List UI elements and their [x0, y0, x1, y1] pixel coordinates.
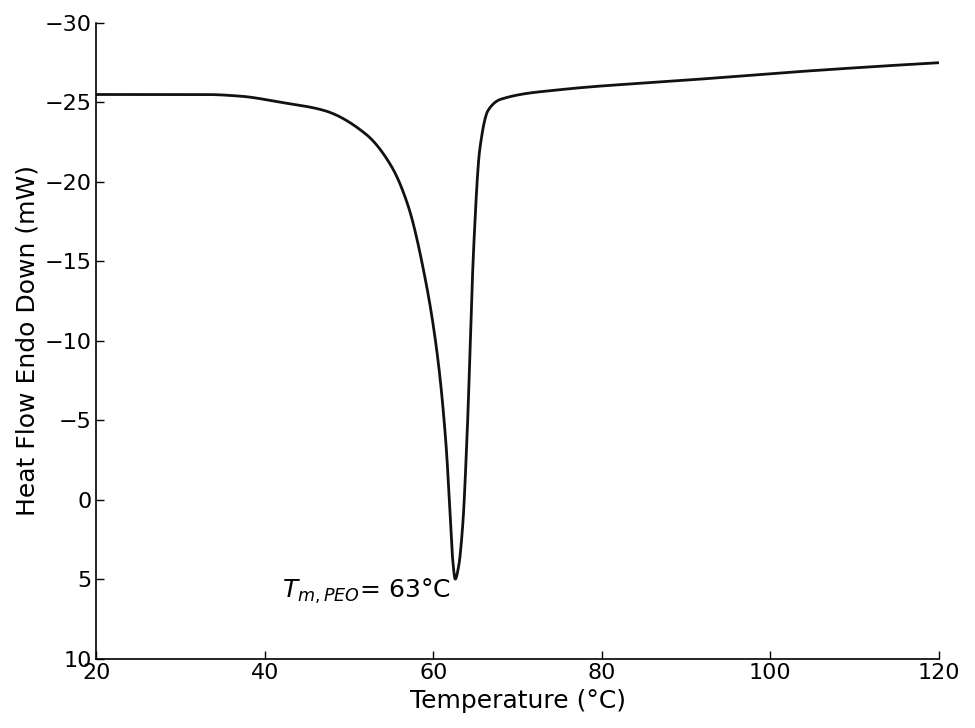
- Y-axis label: Heat Flow Endo Down (mW): Heat Flow Endo Down (mW): [15, 165, 39, 516]
- X-axis label: Temperature (°C): Temperature (°C): [410, 689, 626, 713]
- Text: $T_{m,PEO}$= 63°C: $T_{m,PEO}$= 63°C: [282, 577, 450, 606]
